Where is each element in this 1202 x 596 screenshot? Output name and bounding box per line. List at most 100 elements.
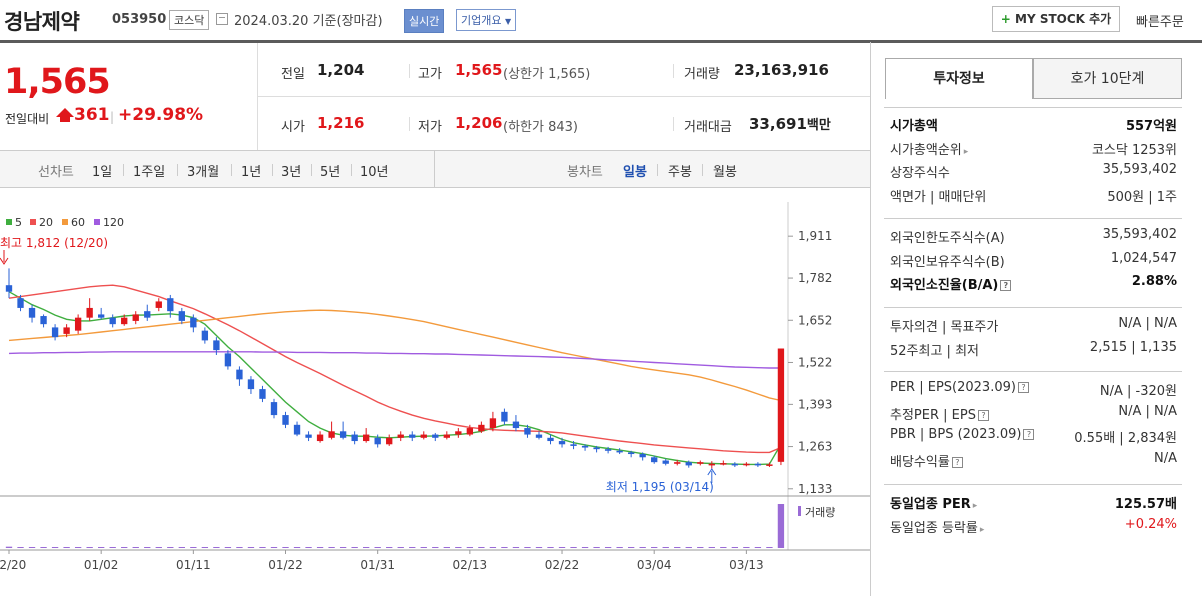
tab-separator xyxy=(702,164,703,176)
volume-bar xyxy=(51,547,59,548)
invest-info-label: 배당수익률? xyxy=(890,451,963,470)
help-icon[interactable]: ? xyxy=(1023,429,1035,440)
candle-body xyxy=(455,431,462,435)
candle-body xyxy=(743,463,750,466)
y-tick-label: 1,263 xyxy=(798,440,832,454)
chevron-right-icon[interactable]: ▸ xyxy=(963,146,969,157)
invest-info-row: 추정PER | EPS? N/A | N/A xyxy=(890,404,1177,426)
candle-body xyxy=(524,428,531,435)
invest-info-label-text: PBR | BPS (2023.09) xyxy=(890,427,1022,442)
candle-body xyxy=(662,460,669,464)
prev-close-value: 1,204 xyxy=(317,61,365,79)
help-icon[interactable]: ? xyxy=(1000,280,1012,291)
corp-info-button[interactable]: 기업개요 ▼ xyxy=(456,9,517,31)
x-tick-label: 03/04 xyxy=(637,558,672,572)
panel-row-divider xyxy=(884,371,1182,372)
tab-1w[interactable]: 1주일 xyxy=(133,165,166,180)
candle-body xyxy=(570,444,577,446)
legend-swatch xyxy=(62,219,68,225)
volume-bar xyxy=(178,547,185,548)
tab-10y[interactable]: 10년 xyxy=(360,165,389,180)
volume-bar xyxy=(455,547,462,548)
invest-info-value: N/A | -320원 xyxy=(1099,384,1177,399)
tab-3y[interactable]: 3년 xyxy=(281,165,302,180)
volume-bar xyxy=(443,547,450,548)
volume-label: 거래량 xyxy=(684,67,720,82)
tab-separator xyxy=(123,164,124,176)
volume-bar xyxy=(708,547,715,548)
invest-info-row: 52주최고 | 최저 2,515 | 1,135 xyxy=(890,340,1177,362)
volume-bar xyxy=(478,547,485,548)
volume-bar xyxy=(63,547,70,548)
volume-bar xyxy=(547,547,554,548)
upper-limit: (상한가 1,565) xyxy=(503,67,591,82)
tab-5y[interactable]: 5년 xyxy=(320,165,341,180)
volume-bar xyxy=(374,547,381,548)
quick-order-link[interactable]: 빠른주문 xyxy=(1136,15,1184,30)
volume-bar xyxy=(593,547,600,548)
low-label: 저가 xyxy=(418,120,442,135)
candle-body xyxy=(40,316,47,325)
volume-value: 23,163,916 xyxy=(734,61,829,79)
legend-label: 120 xyxy=(103,216,124,229)
candle-body xyxy=(501,411,508,422)
line-chart-label: 선차트 xyxy=(38,165,74,180)
amount-value: 33,691백만 xyxy=(749,115,831,133)
volume-bar xyxy=(420,547,427,548)
volume-bar xyxy=(155,547,162,548)
volume-bar xyxy=(190,547,197,548)
add-mystock-button[interactable]: + MY STOCK 추가 xyxy=(992,6,1120,32)
invest-info-value: N/A xyxy=(1154,450,1177,466)
volume-bar xyxy=(674,547,681,548)
price-chart[interactable]: 5 20 60 120 1,9111,7821,6521,5221,3931,2631… xyxy=(0,188,870,596)
volume-bar xyxy=(224,547,232,548)
ma-legend: 5 20 60 120 xyxy=(6,216,124,229)
volume-bar xyxy=(501,547,508,548)
help-icon[interactable]: ? xyxy=(951,456,963,468)
candle-body xyxy=(132,314,139,321)
invest-info-label-text: 외국인한도주식수(A) xyxy=(890,231,1005,246)
volume-bar xyxy=(524,547,531,548)
candle-body xyxy=(478,424,485,432)
chevron-right-icon[interactable]: ▸ xyxy=(972,501,978,511)
x-tick-label: 12/20 xyxy=(0,558,26,572)
invest-info-value: 코스닥 1253위 xyxy=(1091,142,1177,158)
tab-invest-info[interactable]: 투자정보 xyxy=(885,58,1033,99)
invest-info-label: 상장주식수 xyxy=(890,162,950,181)
chart-frame xyxy=(0,202,870,551)
candle-body xyxy=(754,463,762,466)
quote-row-divider xyxy=(257,96,870,97)
tab-1d[interactable]: 1일 xyxy=(92,165,113,180)
realtime-button[interactable]: 실시간 xyxy=(404,9,445,33)
volume-bar xyxy=(5,546,13,548)
candle-body xyxy=(777,348,785,462)
candle-body xyxy=(51,327,59,338)
tab-3m[interactable]: 3개월 xyxy=(187,165,220,180)
header-divider xyxy=(0,40,1202,43)
volume-bar xyxy=(535,547,543,548)
candle-body xyxy=(374,437,381,445)
volume-bar xyxy=(512,547,520,548)
invest-info-label-text: 외국인보유주식수(B) xyxy=(890,254,1005,270)
volume-bar xyxy=(213,547,220,548)
help-icon[interactable]: ? xyxy=(1017,382,1029,393)
tab-daily[interactable]: 일봉 xyxy=(623,165,647,180)
volume-bar xyxy=(167,547,174,548)
invest-info-value: 557억원 xyxy=(1125,119,1177,134)
volume-bar xyxy=(351,547,358,548)
tab-weekly[interactable]: 주봉 xyxy=(668,165,692,180)
tab-1y[interactable]: 1년 xyxy=(241,165,262,180)
candle-body xyxy=(155,301,162,308)
help-icon[interactable]: ? xyxy=(977,409,989,421)
candle-body xyxy=(351,434,358,442)
tab-monthly[interactable]: 월봉 xyxy=(713,165,737,180)
change-label: 전일대비 xyxy=(5,112,50,126)
candle-body xyxy=(639,454,646,458)
chevron-right-icon[interactable]: ▸ xyxy=(979,524,985,535)
tab-orderbook[interactable]: 호가 10단계 xyxy=(1033,58,1182,99)
volume-bar xyxy=(570,547,577,548)
candle-body xyxy=(247,379,255,390)
volume-bar xyxy=(40,547,47,548)
invest-info-label-text: 52주최고 | 최저 xyxy=(890,343,979,359)
candle-body xyxy=(270,402,278,416)
